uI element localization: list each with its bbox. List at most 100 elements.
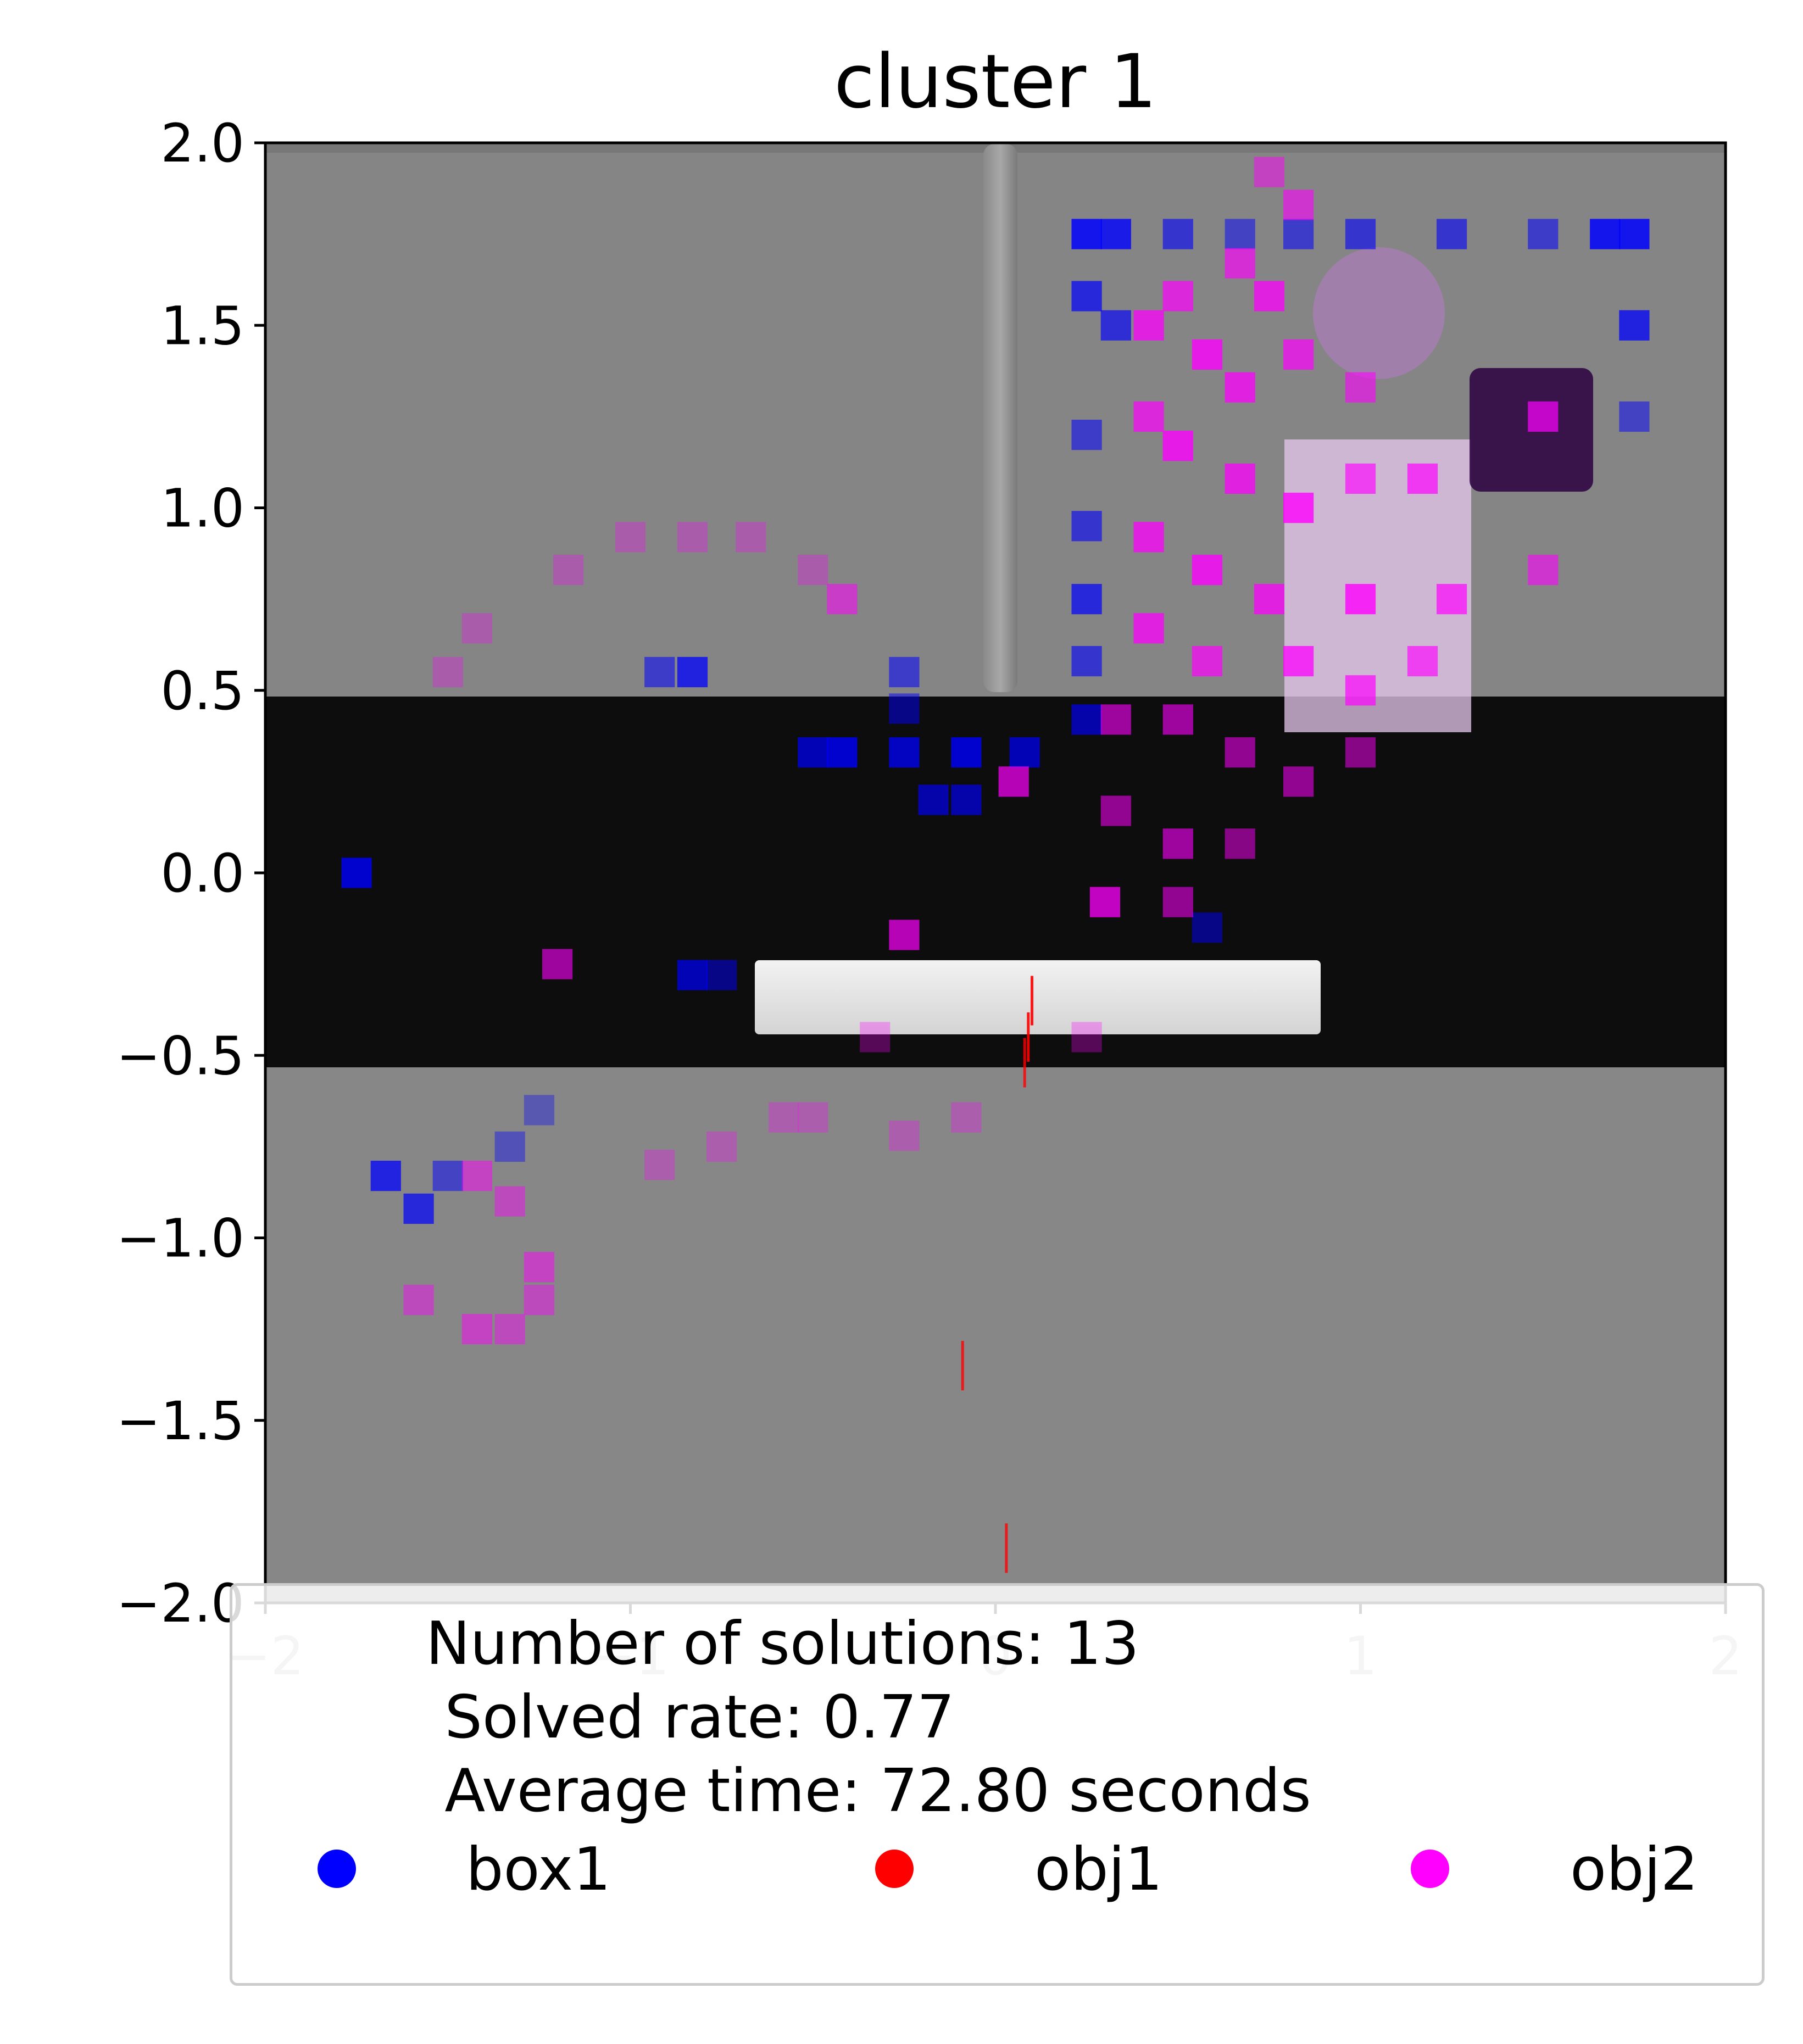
cell-obj2 [1071,1022,1102,1052]
cell-obj2 [1407,646,1438,677]
cell-box1 [706,960,737,990]
cell-box1 [889,693,920,724]
cell-obj2 [1283,492,1314,523]
legend: Number of solutions: 13 Solved rate: 0.7… [230,1583,1765,1986]
heatmap-cells [341,157,1650,1573]
cell-obj2 [736,522,766,553]
cell-box1 [341,857,372,888]
cell-obj2 [798,1102,828,1133]
y-tick-label: 1.5 [160,295,244,357]
cell-obj2 [1162,431,1193,461]
cell-box1 [1225,219,1255,249]
cell-obj2 [1162,828,1193,859]
cell-box1 [951,737,982,768]
y-tick-label: 1.0 [160,478,244,539]
cell-box1 [1071,704,1102,735]
legend-summary-line-3: Average time: 72.80 seconds [426,1757,1311,1825]
cell-obj2 [644,1150,675,1180]
cell-obj2 [798,554,828,586]
legend-marker-box1 [318,1850,356,1888]
cell-obj1 [1005,1523,1008,1573]
cell-box1 [1619,401,1650,432]
cell-obj2 [677,522,708,553]
vertical-pole [983,144,1017,692]
cell-obj2 [461,613,492,644]
cell-obj2 [1225,248,1255,279]
cell-obj2 [1345,463,1376,494]
y-tick-label: −0.5 [116,1025,244,1087]
cell-obj2 [1192,339,1222,370]
cell-box1 [432,1161,463,1191]
cell-box1 [1071,219,1102,249]
cell-obj2 [827,584,858,615]
cell-obj2 [1225,828,1255,859]
cell-obj2 [1225,737,1255,768]
cell-box1 [1437,219,1467,249]
cell-obj2 [1345,675,1376,706]
cell-obj2 [769,1102,799,1133]
cell-obj2 [1345,372,1376,403]
cell-box1 [951,784,982,815]
y-axis: 2.0 1.5 1.0 0.5 0.0 −0.5 −1.0 −1.5 −2.0 [116,113,265,1634]
y-tick-label: −1.0 [116,1208,244,1269]
cell-box1 [1009,737,1040,768]
cell-obj2 [1133,522,1164,553]
cell-obj1 [1023,1038,1026,1088]
cell-obj2 [889,920,920,950]
cell-box1 [1071,584,1102,615]
y-tick-label: 0.0 [160,843,244,904]
legend-label-obj2: obj2 [1570,1835,1699,1904]
cell-box1 [1100,310,1131,341]
cell-box1 [1100,219,1131,249]
cell-obj2 [860,1022,891,1052]
cell-box1 [1345,219,1376,249]
cell-obj2 [494,1314,525,1345]
cell-obj2 [1254,157,1284,187]
cell-box1 [1528,219,1559,249]
cell-box1 [403,1193,434,1224]
cell-obj1 [961,1341,964,1391]
sphere [1313,247,1445,379]
cell-obj2 [1528,401,1559,432]
cell-box1 [1071,281,1102,311]
cell-obj2 [1133,613,1164,644]
cell-box1 [677,656,708,688]
cell-box1 [1192,912,1222,943]
cell-box1 [1071,511,1102,542]
legend-marker-obj1 [875,1850,914,1888]
cell-obj2 [1528,554,1559,586]
cell-obj2 [1192,646,1222,677]
cell-obj2 [1225,463,1255,494]
cell-box1 [1590,219,1621,249]
scene-background [265,143,1726,1603]
cell-obj2 [1283,190,1314,220]
cell-obj2 [1437,584,1467,615]
cell-box1 [1071,646,1102,677]
legend-marker-obj2 [1411,1850,1449,1888]
cell-obj2 [1100,704,1131,735]
cell-box1 [1071,420,1102,450]
y-tick-label: −1.5 [116,1390,244,1452]
cell-obj2 [706,1131,737,1162]
cell-box1 [494,1131,525,1162]
cell-obj2 [998,766,1029,797]
cell-obj2 [1162,704,1193,735]
cell-obj2 [1283,766,1314,797]
cell-box1 [370,1161,401,1191]
cell-obj2 [1254,281,1284,311]
cell-box1 [1619,219,1650,249]
cell-box1 [918,784,949,815]
legend-label-box1: box1 [466,1835,611,1904]
cell-obj2 [494,1186,525,1217]
cell-obj2 [1162,281,1193,311]
cell-box1 [524,1095,554,1126]
floor-lower [265,1067,1726,1603]
cell-obj2 [1283,646,1314,677]
white-slab [755,960,1321,1034]
cell-obj2 [1345,584,1376,615]
y-tick-label: −2.0 [116,1573,244,1634]
cell-obj2 [542,949,573,979]
cell-box1 [798,737,828,768]
cell-obj2 [461,1314,492,1345]
y-tick-label: 0.5 [160,660,244,722]
